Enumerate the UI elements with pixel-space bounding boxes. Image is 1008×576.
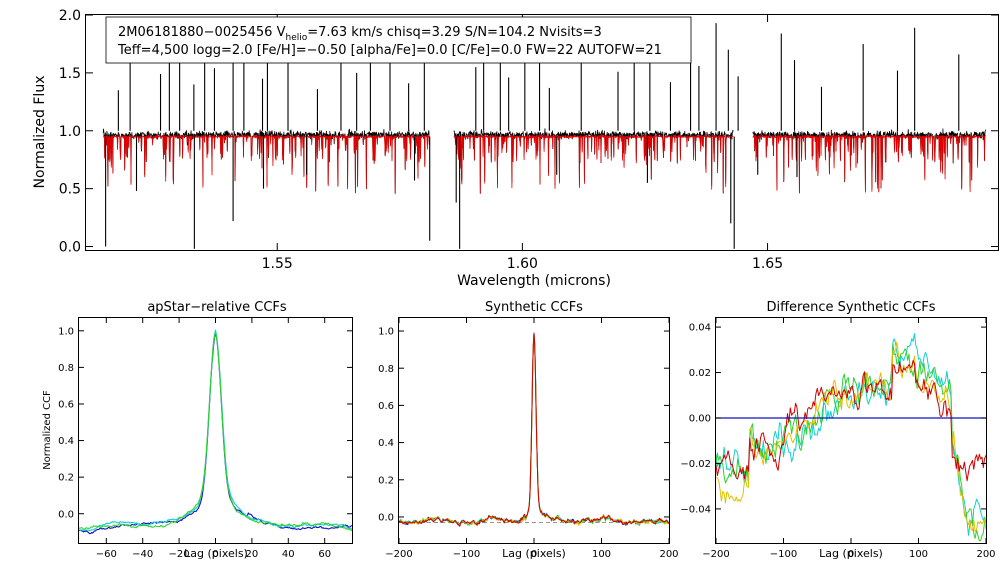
difference-ccf-ytick-label: 0.00 bbox=[689, 414, 711, 425]
apstar-ccf-line-2 bbox=[78, 329, 353, 532]
synthetic-ccf-xtick-label: 200 bbox=[659, 549, 678, 560]
difference-ccf-xtick-label: −100 bbox=[770, 549, 797, 560]
synthetic-ccf-ytick-label: 0.0 bbox=[378, 513, 394, 524]
spectrum-ytick-label: 1.5 bbox=[59, 66, 81, 82]
synthetic-ccf-xtick-label: 100 bbox=[592, 549, 611, 560]
synthetic-ccf-ticks: −200 −100 0 100 200 0.0 0.2 0.4 0.6 0.8 1.0 bbox=[378, 318, 679, 560]
spectrum-annotation-line2: Teff=4,500 logg=2.0 [Fe/H]=−0.50 [alpha/… bbox=[117, 43, 662, 58]
difference-ccf-line-yellow bbox=[715, 341, 987, 532]
spectrum-observed-line bbox=[453, 128, 734, 194]
apstar-ccf-ytick-label: 1.0 bbox=[58, 326, 74, 337]
synthetic-ccf-ytick-label: 0.4 bbox=[378, 438, 394, 449]
synthetic-ccf-axes-frame bbox=[398, 317, 670, 544]
synthetic-ccf-line-blue bbox=[398, 332, 670, 527]
difference-ccf-ytick-label: −0.02 bbox=[680, 459, 711, 470]
synthetic-ccf-title: Synthetic CCFs bbox=[485, 300, 583, 315]
synthetic-ccf-ytick-label: 0.2 bbox=[378, 475, 394, 486]
difference-ccf-xtick-label: 200 bbox=[976, 549, 995, 560]
difference-ccf-ytick-label: −0.04 bbox=[680, 505, 711, 516]
difference-ccf-xtick-label: −200 bbox=[702, 549, 729, 560]
apstar-ccf-ytick-label: 0.2 bbox=[58, 473, 74, 484]
difference-ccf-xtick-label: 100 bbox=[909, 549, 928, 560]
apstar-ccf-xtick-label: 40 bbox=[282, 549, 295, 560]
spectrum-ticks: 1.55 1.60 1.65 0.0 0.5 1.0 1.5 2.0 bbox=[59, 8, 998, 272]
synthetic-ccf-xtick-label: 0 bbox=[531, 549, 537, 560]
apstar-ccf-y-label: Normalized CCF bbox=[42, 390, 53, 470]
synthetic-ccf-series-layer bbox=[398, 332, 670, 527]
apstar-ccf-ytick-label: 0.8 bbox=[58, 363, 74, 374]
difference-ccf-axes-frame bbox=[715, 317, 987, 544]
apstar-ccf-ticks: −60 −40 −20 0 20 40 60 0.0 0.2 0.4 0.6 0.8 1.0 bbox=[58, 318, 352, 560]
difference-ccf-panel: Difference Synthetic CCFs −200 −100 0 100 20… bbox=[680, 300, 995, 560]
apstar-ccf-xtick-label: −40 bbox=[132, 549, 153, 560]
spectrum-ytick-label: 0.0 bbox=[59, 240, 81, 256]
apstar-ccf-panel: apStar−relative CCFs −60 −40 −20 0 20 40 60 0.0… bbox=[42, 300, 353, 560]
synthetic-ccf-ytick-label: 0.8 bbox=[378, 364, 394, 375]
apstar-ccf-xtick-label: −60 bbox=[96, 549, 117, 560]
synthetic-ccf-panel: Synthetic CCFs −200 −100 0 100 200 0.0 0.2 0.4 0… bbox=[378, 300, 678, 560]
spectrum-y-label: Normalized Flux bbox=[32, 76, 48, 189]
apstar-ccf-xtick-label: 0 bbox=[212, 549, 218, 560]
apstar-ccf-series-layer bbox=[78, 329, 353, 535]
apstar-ccf-ytick-label: 0.0 bbox=[58, 509, 74, 520]
spectrum-annotation-line1: 2M06181880−0025456 Vhelio=7.63 km/s chis… bbox=[118, 25, 602, 43]
spectrum-annotation-box bbox=[105, 16, 692, 64]
spectrum-ytick-label: 1.0 bbox=[59, 124, 81, 140]
apstar-ccf-ytick-label: 0.4 bbox=[58, 436, 74, 447]
spectrum-xtick-label: 1.55 bbox=[262, 256, 293, 272]
difference-ccf-line-cyan bbox=[715, 333, 987, 536]
spectrum-model-line bbox=[453, 134, 734, 194]
spectrum-panel: 1.55 1.60 1.65 0.0 0.5 1.0 1.5 2.0 Wavelength (… bbox=[32, 8, 999, 289]
synthetic-ccf-xtick-label: −100 bbox=[453, 549, 480, 560]
difference-ccf-series-layer bbox=[715, 333, 987, 542]
spectrum-xtick-label: 1.60 bbox=[507, 256, 538, 272]
difference-ccf-ytick-label: 0.02 bbox=[689, 368, 711, 379]
difference-ccf-line-red bbox=[715, 360, 987, 482]
apstar-ccf-ytick-label: 0.6 bbox=[58, 400, 74, 411]
difference-ccf-ticks: −200 −100 0 100 200 −0.04 −0.02 0.00 0.02 0.04 bbox=[680, 318, 996, 560]
spectrum-ytick-label: 2.0 bbox=[59, 8, 81, 24]
synthetic-ccf-ytick-label: 0.6 bbox=[378, 401, 394, 412]
synthetic-ccf-ytick-label: 1.0 bbox=[378, 327, 394, 338]
apstar-ccf-axes-frame bbox=[78, 317, 353, 544]
apstar-ccf-line-3 bbox=[78, 332, 353, 532]
synthetic-ccf-xtick-label: −200 bbox=[385, 549, 412, 560]
apstar-ccf-xtick-label: −20 bbox=[169, 549, 190, 560]
apstar-ccf-xtick-label: 20 bbox=[246, 549, 259, 560]
apstar-ccf-line-1 bbox=[78, 333, 352, 535]
synthetic-ccf-line-green bbox=[398, 334, 670, 526]
spectrum-axes-frame bbox=[85, 14, 999, 251]
synthetic-ccf-line-yellow bbox=[398, 334, 670, 527]
difference-ccf-xtick-label: 0 bbox=[848, 549, 854, 560]
spectrum-xtick-label: 1.65 bbox=[752, 256, 783, 272]
difference-ccf-title: Difference Synthetic CCFs bbox=[766, 300, 935, 315]
apstar-ccf-title: apStar−relative CCFs bbox=[147, 300, 287, 315]
spectrum-model-line bbox=[103, 134, 430, 195]
spectrum-ytick-label: 0.5 bbox=[59, 182, 81, 198]
difference-ccf-ytick-label: 0.04 bbox=[689, 323, 711, 334]
synthetic-ccf-line-cyan bbox=[398, 333, 670, 526]
difference-ccf-x-label: Lag (pixels) bbox=[819, 547, 883, 560]
spectrum-x-label: Wavelength (microns) bbox=[457, 273, 611, 289]
apstar-ccf-x-label: Lag (pixels) bbox=[184, 547, 248, 560]
synthetic-ccf-line-red bbox=[398, 332, 670, 527]
apstar-ccf-xtick-label: 60 bbox=[318, 549, 331, 560]
synthetic-ccf-x-label: Lag (pixels) bbox=[502, 547, 566, 560]
spectrum-model-line bbox=[752, 134, 987, 194]
